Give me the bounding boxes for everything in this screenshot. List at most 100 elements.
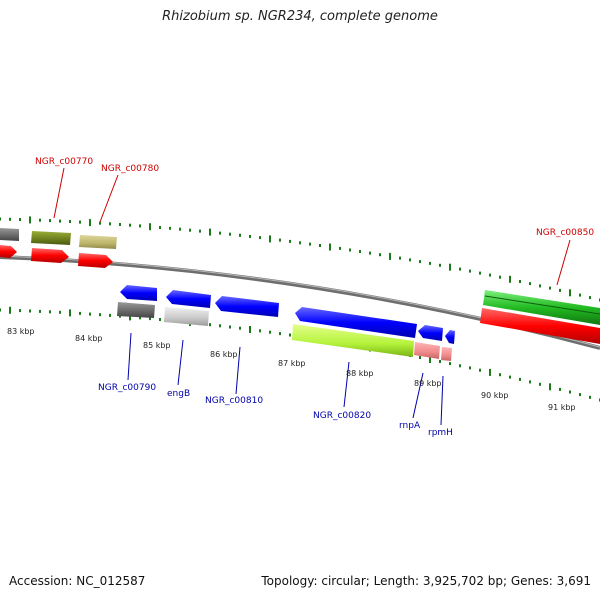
major-tick xyxy=(389,252,391,260)
gene-label-engB: engB xyxy=(167,389,190,399)
minor-tick xyxy=(229,232,231,236)
minor-tick xyxy=(399,256,401,260)
reverse-strand-genes xyxy=(117,285,455,361)
minor-tick xyxy=(169,226,171,230)
minor-tick xyxy=(229,325,231,329)
gene-label-NGR_c00810: NGR_c00810 xyxy=(205,396,263,406)
minor-tick xyxy=(559,387,561,391)
leader-lines xyxy=(53,167,571,426)
minor-tick xyxy=(159,318,161,321)
feature-NGR_c00850 xyxy=(483,290,600,325)
major-tick xyxy=(449,263,451,271)
scale-label: 85 kbp xyxy=(143,341,171,350)
scale-label: 86 kbp xyxy=(210,350,238,359)
major-tick xyxy=(569,289,571,297)
cds-NGR_c00850 xyxy=(480,308,600,344)
major-tick xyxy=(69,309,71,317)
feature-NGR_c00770 xyxy=(31,231,71,245)
scale-label: 87 kbp xyxy=(278,359,306,368)
minor-tick xyxy=(159,226,161,229)
scale-label: 84 kbp xyxy=(75,334,103,343)
gene-label-NGR_c00780: NGR_c00780 xyxy=(101,164,159,174)
minor-tick xyxy=(99,313,101,317)
minor-tick xyxy=(0,217,1,221)
major-tick xyxy=(509,275,511,283)
minor-tick xyxy=(369,251,371,255)
minor-tick xyxy=(479,271,481,275)
minor-tick xyxy=(499,275,501,279)
minor-tick xyxy=(489,273,491,277)
feature-rnpA xyxy=(414,342,440,359)
minor-tick xyxy=(209,323,211,327)
minor-tick xyxy=(579,293,581,297)
minor-tick xyxy=(409,258,411,262)
major-tick xyxy=(9,306,11,314)
major-tick xyxy=(549,383,551,391)
cds-NGR_c00790 xyxy=(120,285,157,301)
minor-tick xyxy=(149,317,151,321)
minor-tick xyxy=(19,218,21,221)
minor-tick xyxy=(129,223,131,227)
minor-tick xyxy=(99,221,101,225)
minor-tick xyxy=(79,220,81,224)
major-tick xyxy=(429,356,431,363)
minor-tick xyxy=(0,308,1,312)
minor-tick xyxy=(59,310,61,314)
minor-tick xyxy=(419,356,421,359)
minor-tick xyxy=(139,224,141,228)
minor-tick xyxy=(439,360,441,363)
feature-rpmH xyxy=(441,347,452,361)
minor-tick xyxy=(519,280,521,283)
gene-label-NGR_c00850: NGR_c00850 xyxy=(536,228,594,238)
minor-tick xyxy=(499,373,501,377)
major-tick xyxy=(209,228,211,236)
minor-tick xyxy=(289,239,291,243)
minor-tick xyxy=(379,253,381,257)
minor-tick xyxy=(519,377,521,381)
minor-tick xyxy=(89,312,91,316)
gene-label-NGR_c00790: NGR_c00790 xyxy=(98,383,156,393)
minor-tick xyxy=(479,368,481,372)
gene-label-rnpA: rnpA xyxy=(399,421,421,431)
forward-strand-genes xyxy=(0,228,600,344)
scale-label: 83 kbp xyxy=(7,327,35,336)
minor-tick xyxy=(529,282,531,286)
scale-label: 91 kbp xyxy=(548,403,576,412)
gene-label-NGR_c00820: NGR_c00820 xyxy=(313,411,371,421)
minor-tick xyxy=(559,288,561,292)
minor-tick xyxy=(69,220,71,223)
minor-tick xyxy=(189,228,191,232)
minor-tick xyxy=(439,263,441,267)
minor-tick xyxy=(39,309,41,313)
minor-tick xyxy=(279,332,281,336)
scale-label: 88 kbp xyxy=(346,369,374,378)
minor-tick xyxy=(319,244,321,247)
feature-engB xyxy=(164,307,209,326)
gene-label-NGR_c00770: NGR_c00770 xyxy=(35,157,93,167)
topology-label: Topology: circular; Length: 3,925,702 bp… xyxy=(261,574,591,588)
major-tick xyxy=(489,368,491,376)
major-tick xyxy=(269,235,271,243)
minor-tick xyxy=(49,219,51,223)
minor-tick xyxy=(249,235,251,238)
minor-tick xyxy=(339,246,341,250)
minor-tick xyxy=(39,218,41,222)
feature-NGR_c00780 xyxy=(79,235,117,249)
cds-NGR_c00770 xyxy=(31,248,69,263)
major-tick xyxy=(149,223,151,231)
minor-tick xyxy=(49,310,51,314)
minor-tick xyxy=(349,248,351,252)
minor-tick xyxy=(269,330,271,334)
minor-tick xyxy=(259,236,261,240)
minor-tick xyxy=(359,250,361,253)
major-tick xyxy=(329,243,331,251)
minor-tick xyxy=(109,222,111,226)
minor-tick xyxy=(29,309,31,313)
cds-rnpA xyxy=(418,325,443,341)
minor-tick xyxy=(179,227,181,231)
minor-tick xyxy=(469,269,471,273)
cds-engB xyxy=(166,290,211,308)
minor-tick xyxy=(449,362,451,366)
minor-tick xyxy=(529,380,531,384)
cds-NGR_c00780 xyxy=(78,253,113,268)
